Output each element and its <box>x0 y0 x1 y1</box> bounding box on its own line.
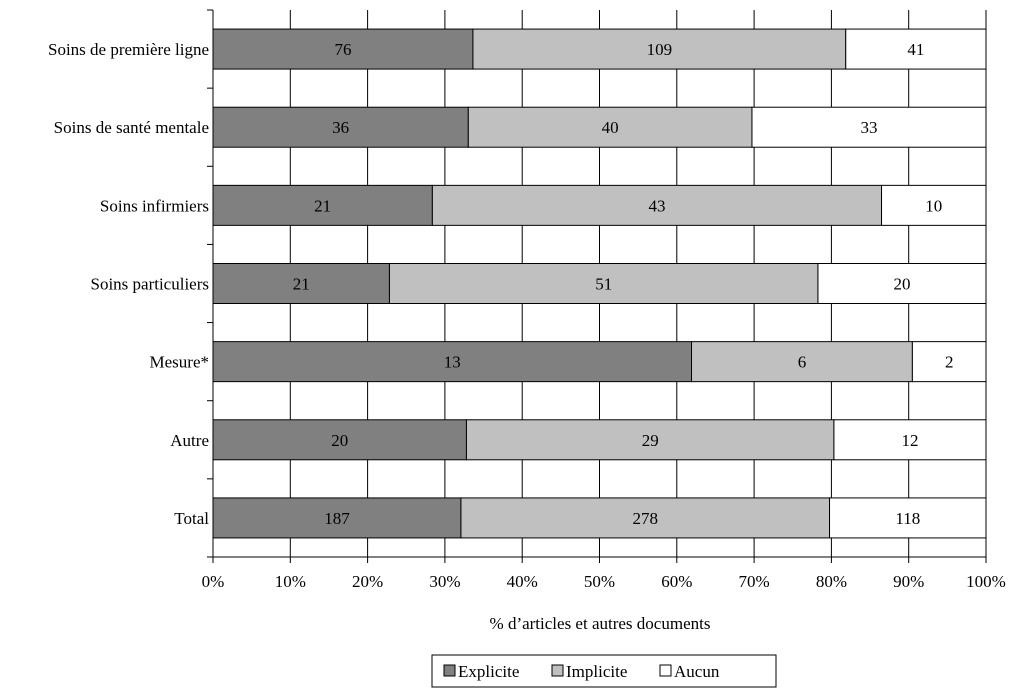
bar-value-label: 51 <box>595 275 612 294</box>
category-label: Mesure* <box>150 353 209 372</box>
x-tick-label: 70% <box>739 572 770 591</box>
legend-box <box>431 654 777 688</box>
x-tick-label: 100% <box>966 572 1006 591</box>
x-tick-label: 60% <box>661 572 692 591</box>
bar-value-label: 2 <box>945 353 954 372</box>
bar-segment <box>467 106 753 148</box>
bar-value-label: 278 <box>632 509 658 528</box>
bar-value-label: 187 <box>324 509 350 528</box>
bar-segment <box>817 263 987 304</box>
bar-value-label: 109 <box>647 40 673 59</box>
x-tick-label: 50% <box>584 572 615 591</box>
bar-value-label: 10 <box>925 196 942 215</box>
bar-segment <box>388 263 819 304</box>
bar-value-label: 76 <box>334 40 351 59</box>
category-label: Soins de première ligne <box>48 40 209 59</box>
x-axis-title: % d’articles et autres documents <box>490 614 711 633</box>
bar-segment <box>465 419 835 461</box>
bar-value-label: 21 <box>314 196 331 215</box>
category-label: Soins particuliers <box>90 275 209 294</box>
bar-segment <box>691 341 913 383</box>
bar-value-label: 13 <box>444 353 461 372</box>
bars <box>212 28 987 539</box>
bar-value-label: 21 <box>293 275 310 294</box>
bar-value-label: 118 <box>895 509 920 528</box>
bar-value-label: 40 <box>602 118 619 137</box>
legend: Explicite Implicite Aucun <box>431 654 777 688</box>
legend-swatch <box>551 664 564 677</box>
category-label: Total <box>174 509 209 528</box>
bar-segment <box>751 106 987 148</box>
bar-segment <box>833 419 987 461</box>
x-tick-label: 80% <box>816 572 847 591</box>
bar-segment <box>460 497 831 539</box>
legend-label: Explicite <box>458 662 519 681</box>
bar-segment <box>212 497 462 539</box>
bar-segment <box>212 184 433 226</box>
category-label: Autre <box>170 431 209 450</box>
legend-label: Aucun <box>674 662 720 681</box>
bar-segment <box>881 184 987 226</box>
bar-value-label: 6 <box>798 353 807 372</box>
axes <box>207 9 987 563</box>
x-tick-label: 30% <box>429 572 460 591</box>
bar-value-label: 29 <box>642 431 659 450</box>
legend-swatch <box>659 664 672 677</box>
bar-value-label: 41 <box>907 40 924 59</box>
bar-segment <box>829 497 987 539</box>
x-tick-label: 10% <box>275 572 306 591</box>
category-label: Soins infirmiers <box>100 196 209 215</box>
x-tick-label: 90% <box>893 572 924 591</box>
bar-value-label: 20 <box>893 275 910 294</box>
legend-label: Implicite <box>566 662 627 681</box>
labels: 0% 10% 20% 30% 40% 50% 60% 70% 80% 90% 100% 76 109 41… <box>48 40 1006 591</box>
legend-swatch <box>443 664 456 677</box>
category-label: Soins de santé mentale <box>54 118 209 137</box>
bar-segment <box>212 263 390 304</box>
bar-value-label: 33 <box>860 118 877 137</box>
bar-value-label: 43 <box>648 196 665 215</box>
bar-segment <box>845 28 987 70</box>
bar-value-label: 36 <box>332 118 349 137</box>
bar-segment <box>212 341 693 383</box>
x-tick-label: 0% <box>202 572 225 591</box>
bar-segment <box>911 341 987 383</box>
x-tick-label: 40% <box>507 572 538 591</box>
bar-segment <box>431 184 883 226</box>
bar-value-label: 20 <box>331 431 348 450</box>
x-tick-label: 20% <box>352 572 383 591</box>
bar-segment <box>472 28 847 70</box>
bar-segment <box>212 419 467 461</box>
bar-value-label: 12 <box>901 431 918 450</box>
